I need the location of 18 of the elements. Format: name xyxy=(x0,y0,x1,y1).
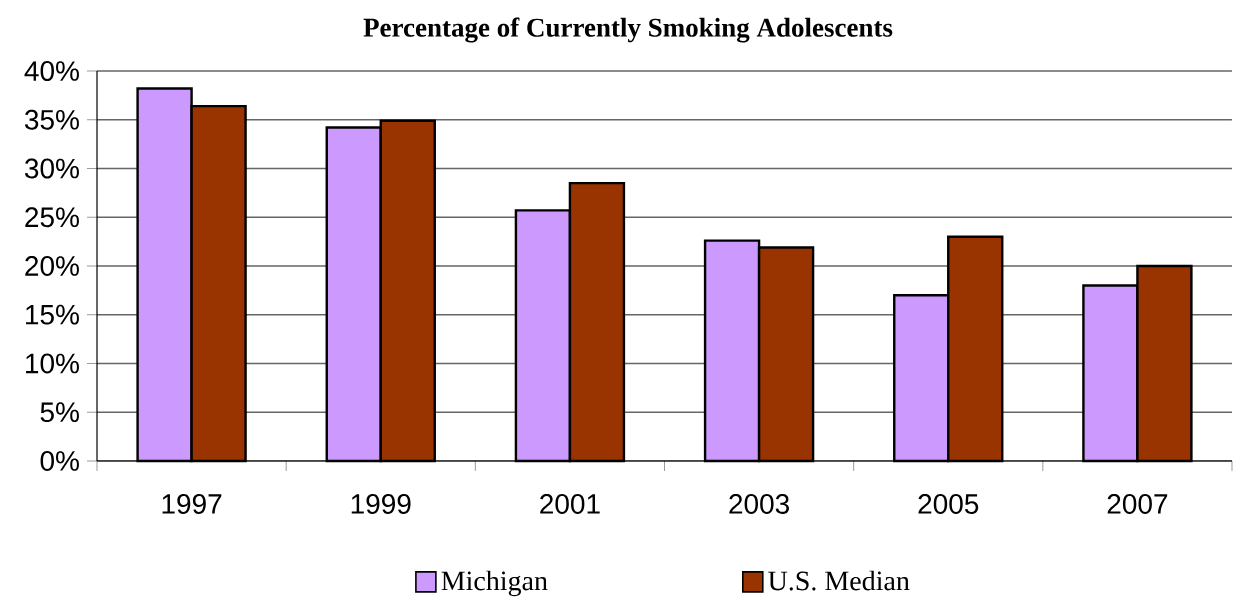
x-tick-label: 2003 xyxy=(729,493,789,514)
x-tick-label: 2001 xyxy=(540,493,600,514)
y-tick-label: 15% xyxy=(26,304,79,325)
y-tick-label: 40% xyxy=(24,61,79,81)
y-tick-label: 20% xyxy=(25,256,79,276)
legend-label: U.S. Median xyxy=(768,570,910,591)
x-tick-label: 2005 xyxy=(918,493,979,514)
x-tick-label: 1997 xyxy=(162,493,222,514)
y-tick-label: 5% xyxy=(40,402,79,423)
y-tick-label: 35% xyxy=(24,109,79,130)
legend-label: Michigan xyxy=(441,570,548,597)
y-tick-label: 0% xyxy=(40,451,79,471)
x-tick-label: 2007 xyxy=(1107,493,1168,514)
x-tick-label: 1999 xyxy=(351,493,411,514)
y-tick-label: 25% xyxy=(25,207,79,228)
y-tick-label: 10% xyxy=(26,353,79,374)
y-tick-label: 30% xyxy=(24,158,79,179)
chart-title: Percentage of Currently Smoking Adolescents xyxy=(363,17,893,43)
